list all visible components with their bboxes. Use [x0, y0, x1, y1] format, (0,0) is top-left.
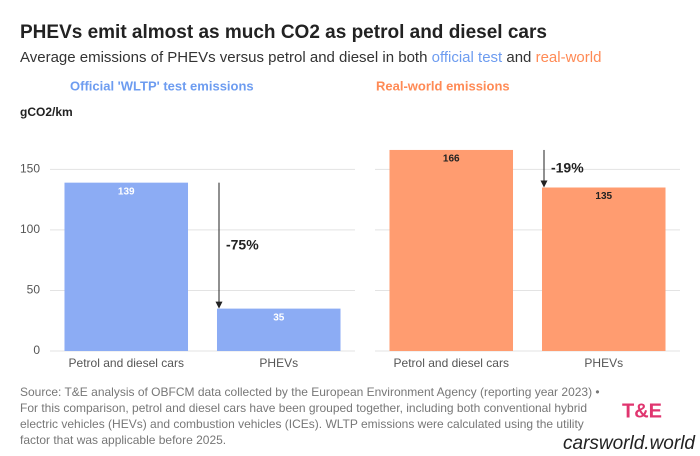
bar — [541, 187, 666, 351]
subtitle: Average emissions of PHEVs versus petrol… — [20, 49, 601, 66]
value-label: 35 — [273, 312, 285, 323]
value-label: 166 — [443, 154, 460, 165]
y-tick-label: 100 — [20, 222, 40, 236]
y-tick-label: 50 — [27, 283, 41, 297]
watermark: carsworld.world — [563, 433, 696, 454]
panel-title: Real-world emissions — [376, 78, 510, 93]
y-axis-label: gCO2/km — [20, 105, 73, 119]
logo: T&E — [622, 400, 662, 422]
subtitle-part: and — [502, 49, 535, 66]
subtitle-part: official test — [432, 49, 503, 66]
x-tick-label: Petrol and diesel cars — [394, 356, 509, 370]
x-tick-label: Petrol and diesel cars — [69, 356, 184, 370]
chart-title: PHEVs emit almost as much CO2 as petrol … — [20, 22, 547, 43]
value-label: 139 — [118, 186, 135, 197]
value-label: 135 — [595, 191, 612, 202]
change-label: -19% — [551, 159, 584, 175]
source-note: factor that was applicable before 2025. — [20, 433, 226, 447]
subtitle-part: Average emissions of PHEVs versus petrol… — [20, 49, 432, 66]
x-tick-label: PHEVs — [259, 356, 298, 370]
source-note: Source: T&E analysis of OBFCM data colle… — [20, 385, 600, 399]
arrow-head — [540, 180, 548, 188]
bar — [389, 149, 514, 351]
x-tick-label: PHEVs — [584, 356, 623, 370]
source-note: electric vehicles (HEVs) and combustion … — [20, 417, 584, 431]
source-note: For this comparison, petrol and diesel c… — [20, 401, 587, 415]
bar — [64, 182, 189, 351]
y-tick-label: 0 — [33, 343, 40, 357]
subtitle-part: real-world — [536, 49, 602, 66]
panel-title: Official 'WLTP' test emissions — [70, 78, 254, 93]
bar — [216, 308, 341, 351]
change-label: -75% — [226, 236, 259, 252]
arrow-head — [215, 301, 223, 309]
y-tick-label: 150 — [20, 162, 40, 176]
